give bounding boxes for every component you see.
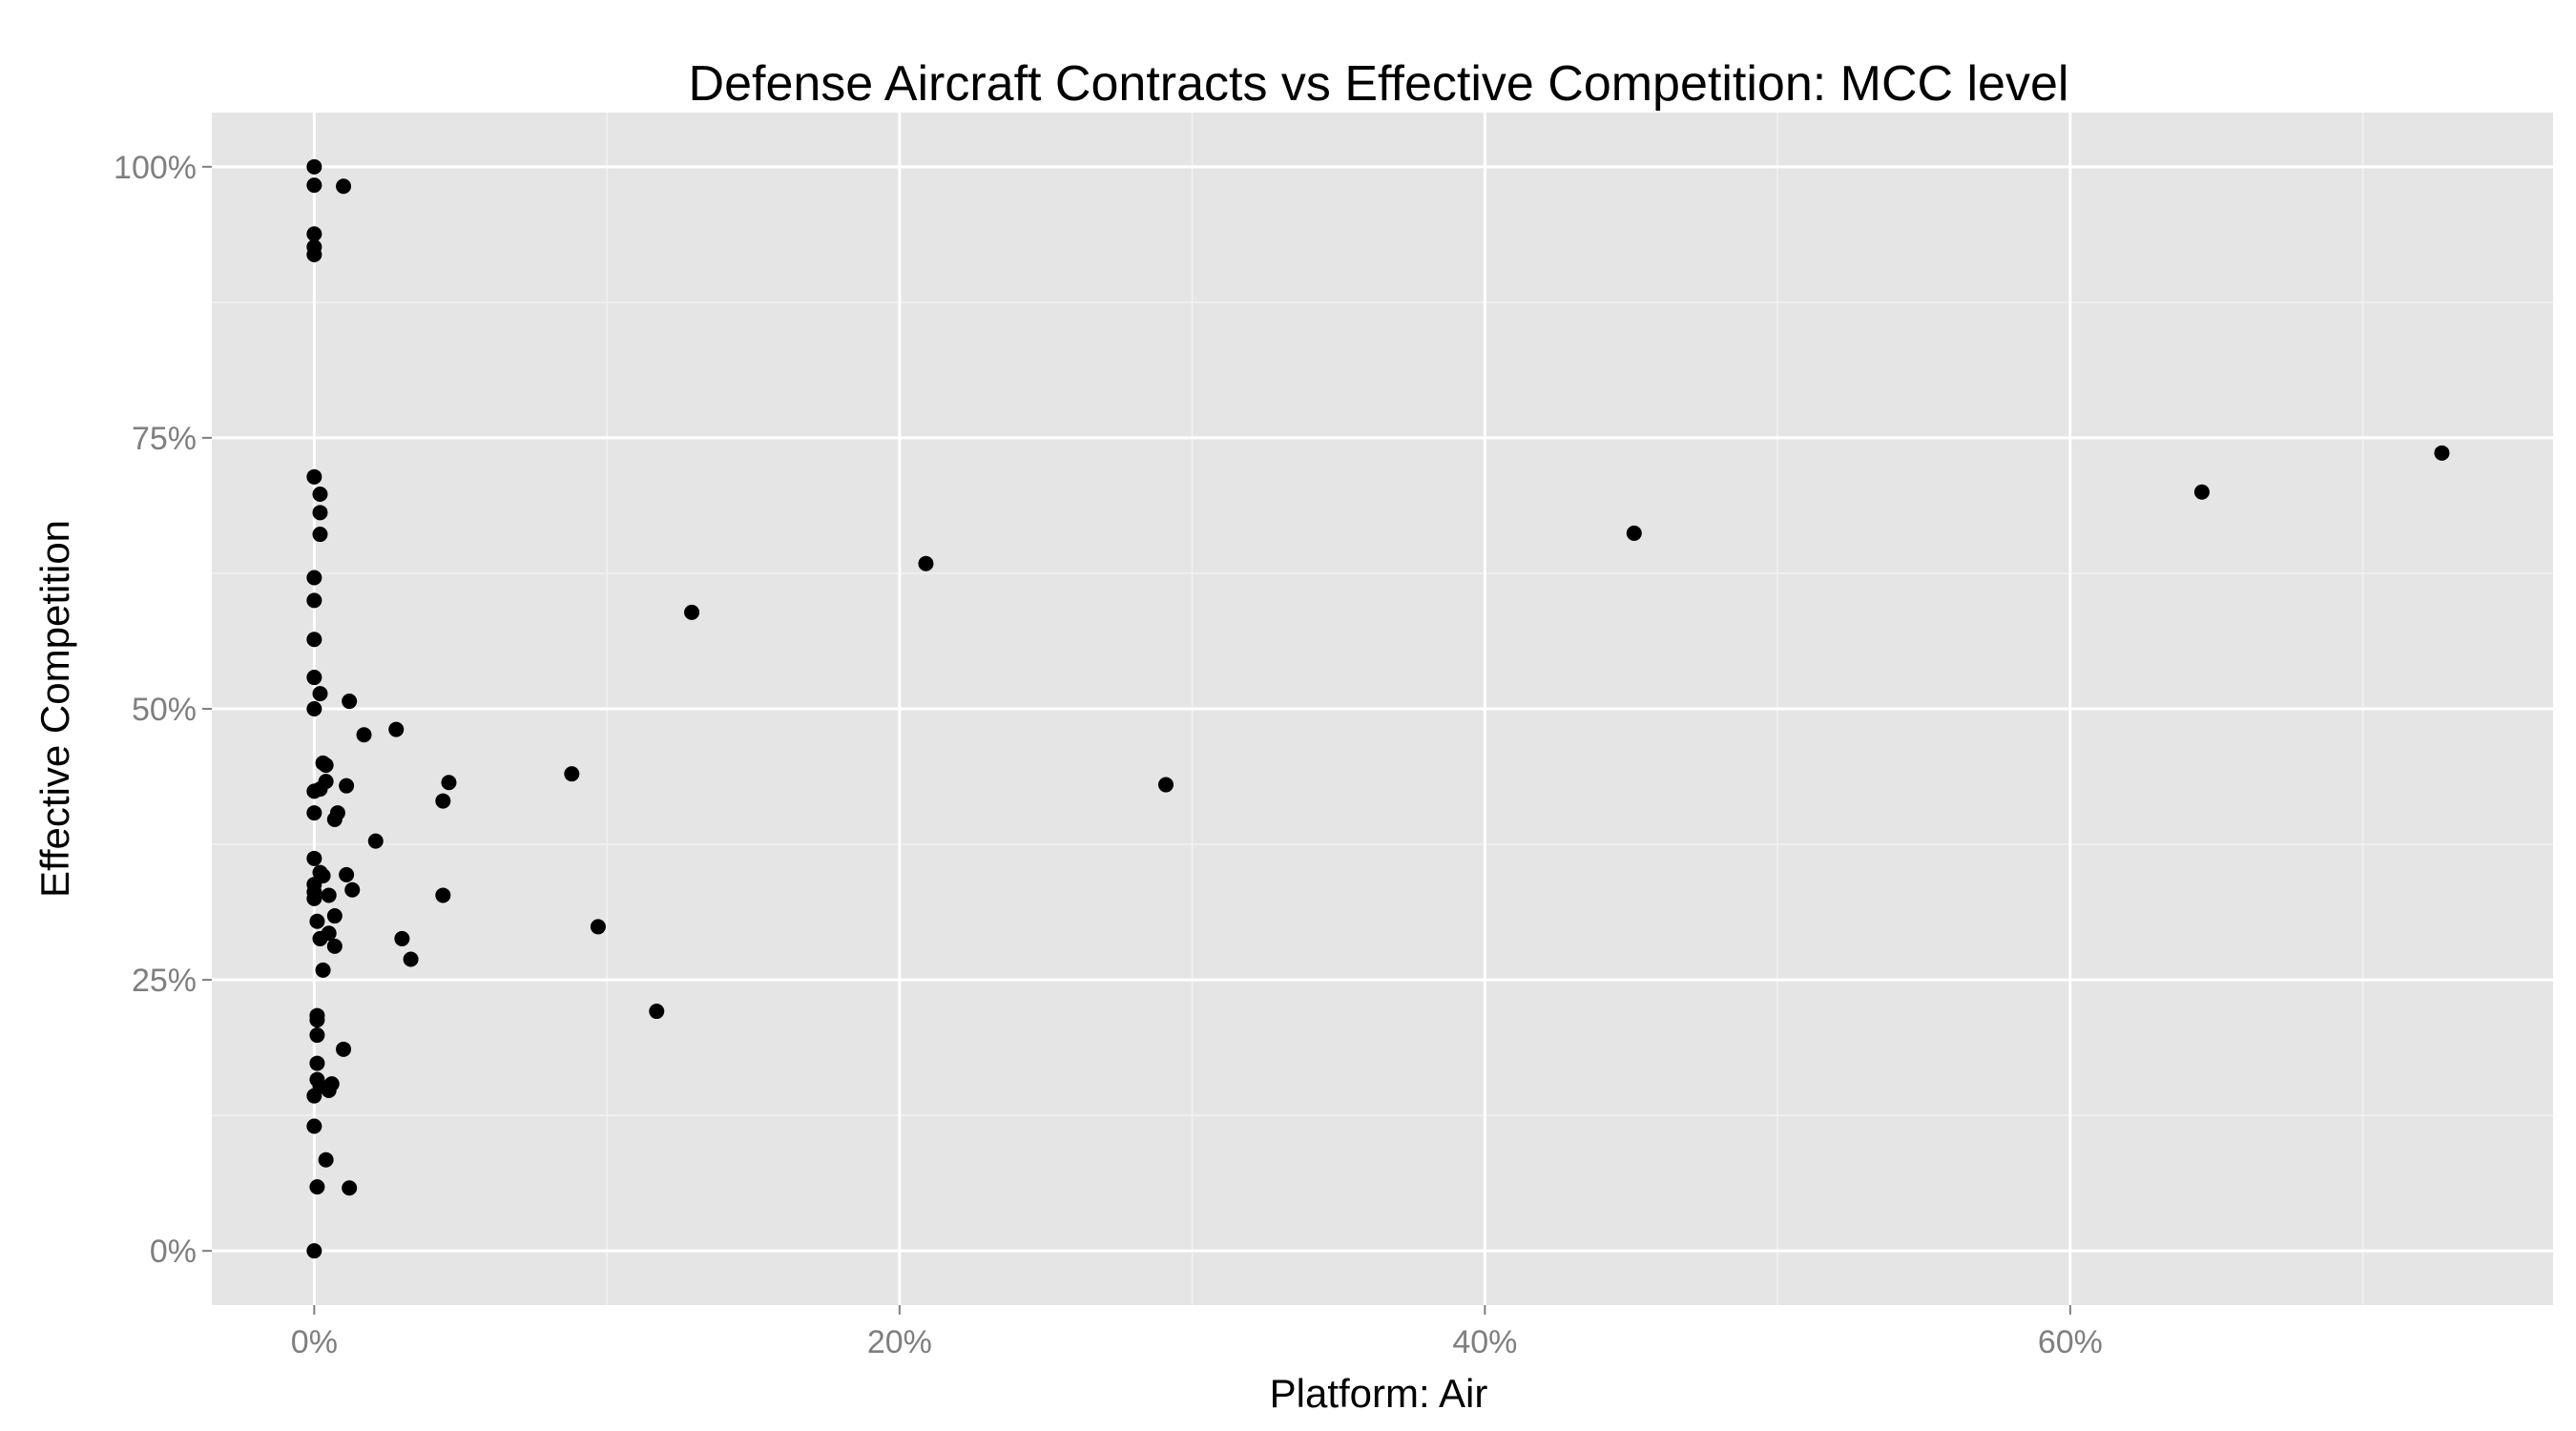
data-point — [306, 632, 322, 648]
data-point — [306, 805, 322, 821]
data-point — [318, 1151, 334, 1168]
data-point — [388, 721, 405, 737]
y-tick-label: 0% — [150, 1234, 197, 1270]
data-point — [306, 592, 322, 609]
data-point — [590, 919, 606, 935]
data-point — [342, 1180, 358, 1196]
data-point — [435, 793, 451, 809]
data-point — [306, 226, 322, 242]
x-tick-label: 0% — [291, 1324, 338, 1360]
grid-lines — [212, 113, 2553, 1305]
x-tick-label: 40% — [1452, 1324, 1517, 1360]
data-point — [309, 1055, 325, 1071]
data-point — [339, 778, 355, 794]
data-point — [2193, 484, 2210, 500]
data-point — [306, 1118, 322, 1134]
y-axis-ticks: 0% 25% 50% 75% 100% — [114, 150, 212, 1270]
data-point — [306, 177, 322, 194]
data-point — [321, 1083, 337, 1098]
data-point — [306, 468, 322, 485]
data-point — [564, 766, 580, 782]
data-point — [356, 727, 372, 743]
data-point — [312, 487, 328, 502]
data-point — [1626, 525, 1642, 541]
y-tick-label: 25% — [132, 963, 197, 999]
data-point — [2434, 445, 2450, 461]
data-point — [312, 505, 328, 521]
data-point — [312, 781, 328, 798]
data-points — [306, 158, 2450, 1259]
data-point — [367, 833, 384, 849]
data-point — [312, 686, 328, 702]
data-point — [306, 850, 322, 866]
data-point — [435, 887, 451, 903]
data-point — [309, 1179, 325, 1195]
data-point — [312, 527, 328, 543]
data-point — [339, 866, 355, 882]
data-point — [441, 775, 457, 791]
data-point — [326, 938, 343, 954]
x-axis-ticks: 0% 20% 40% 60% — [291, 1305, 2103, 1360]
chart-title: Defense Aircraft Contracts vs Effective … — [689, 56, 2069, 112]
data-point — [306, 158, 322, 175]
data-point — [312, 930, 328, 946]
x-axis-title: Platform: Air — [1270, 1371, 1488, 1416]
data-point — [684, 604, 700, 620]
data-point — [344, 881, 361, 898]
x-tick-label: 20% — [867, 1324, 932, 1360]
y-axis-title: Effective Competition — [32, 520, 77, 898]
data-point — [336, 178, 352, 195]
data-point — [306, 670, 322, 686]
data-point — [918, 555, 934, 571]
data-point — [306, 890, 322, 906]
data-point — [306, 246, 322, 262]
data-point — [321, 887, 337, 903]
data-point — [318, 757, 334, 774]
data-point — [309, 913, 325, 929]
data-point — [649, 1004, 665, 1020]
data-point — [342, 694, 358, 710]
data-point — [315, 962, 331, 978]
data-point — [306, 1088, 322, 1104]
data-point — [326, 908, 343, 924]
data-point — [309, 1027, 325, 1044]
y-tick-label: 50% — [132, 692, 197, 728]
data-point — [1158, 777, 1174, 793]
y-tick-label: 75% — [132, 421, 197, 457]
data-point — [336, 1041, 352, 1057]
data-point — [394, 930, 410, 946]
y-tick-label: 100% — [114, 150, 197, 186]
data-point — [306, 570, 322, 586]
data-point — [403, 951, 419, 967]
data-point — [306, 1243, 322, 1259]
data-point — [326, 811, 343, 827]
data-point — [306, 701, 322, 716]
data-point — [309, 1012, 325, 1028]
x-tick-label: 60% — [2038, 1324, 2103, 1360]
